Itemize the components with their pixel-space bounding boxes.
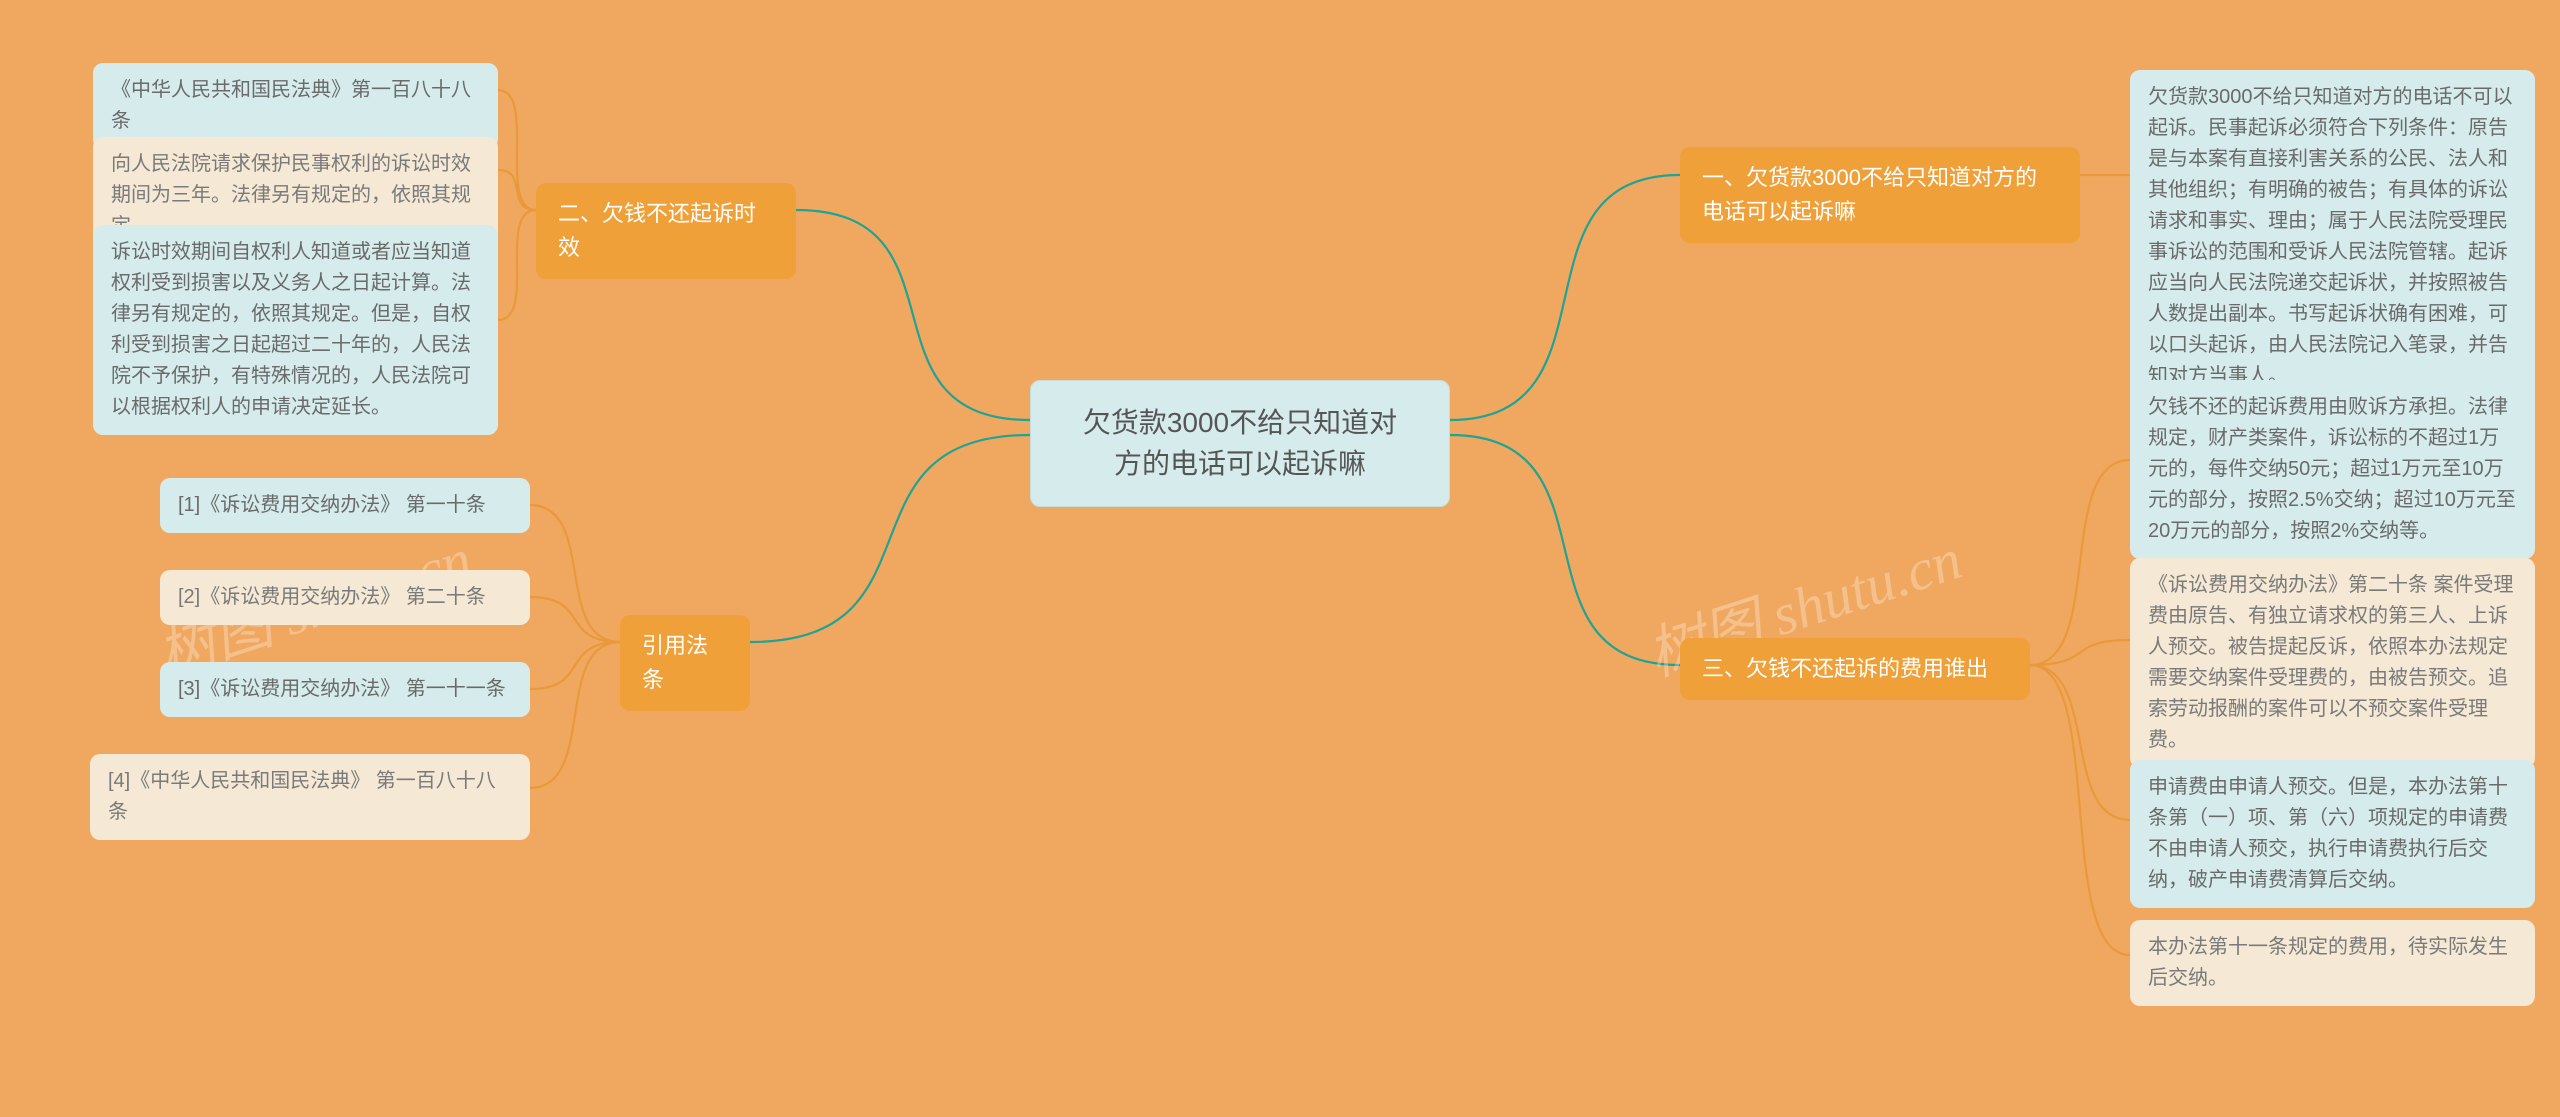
branch-1: 一、欠货款3000不给只知道对方的 电话可以起诉嘛 [1680,147,2080,243]
branch-3-leaf-3: 申请费由申请人预交。但是，本办法第十条第（一）项、第（六）项规定的申请费不由申请… [2130,760,2535,908]
branch-1-line1: 一、欠货款3000不给只知道对方的 [1702,165,2037,190]
center-line2: 方的电话可以起诉嘛 [1114,448,1366,479]
center-node: 欠货款3000不给只知道对 方的电话可以起诉嘛 [1030,380,1450,507]
branch-4-leaf-3: [3]《诉讼费用交纳办法》 第一十一条 [160,662,530,717]
branch-1-line2: 电话可以起诉嘛 [1702,199,1856,224]
branch-2-leaf-3: 诉讼时效期间自权利人知道或者应当知道权利受到损害以及义务人之日起计算。法律另有规… [93,225,498,435]
branch-3-leaf-2: 《诉讼费用交纳办法》第二十条 案件受理费由原告、有独立请求权的第三人、上诉人预交… [2130,558,2535,768]
branch-2: 二、欠钱不还起诉时效 [536,183,796,279]
branch-4-leaf-1: [1]《诉讼费用交纳办法》 第一十条 [160,478,530,533]
center-line1: 欠货款3000不给只知道对 [1083,407,1397,438]
branch-4: 引用法条 [620,615,750,711]
branch-1-leaf-1: 欠货款3000不给只知道对方的电话不可以起诉。民事起诉必须符合下列条件：原告是与… [2130,70,2535,404]
branch-3-leaf-1: 欠钱不还的起诉费用由败诉方承担。法律规定，财产类案件，诉讼标的不超过1万元的，每… [2130,380,2535,559]
branch-4-leaf-4: [4]《中华人民共和国民法典》 第一百八十八条 [90,754,530,840]
branch-3: 三、欠钱不还起诉的费用谁出 [1680,638,2030,700]
branch-3-leaf-4: 本办法第十一条规定的费用，待实际发生后交纳。 [2130,920,2535,1006]
branch-4-leaf-2: [2]《诉讼费用交纳办法》 第二十条 [160,570,530,625]
